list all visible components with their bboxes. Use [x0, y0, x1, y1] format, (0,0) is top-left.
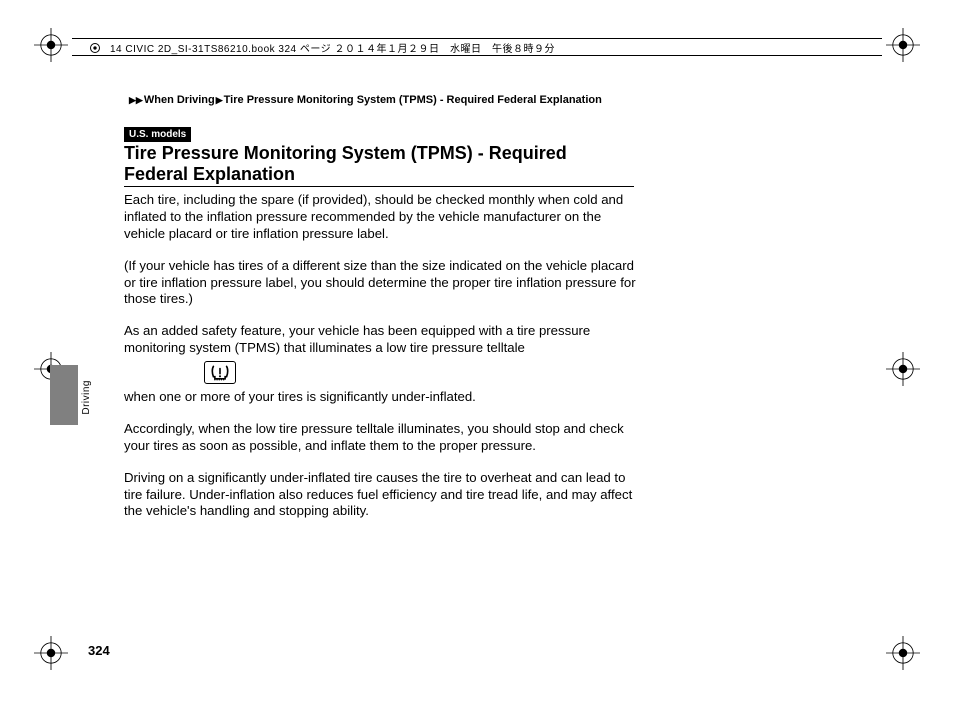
crop-mark-icon [886, 352, 920, 386]
crop-mark-icon [34, 636, 68, 670]
triangle-icon: ▶▶ [129, 95, 143, 105]
crop-mark-icon [34, 28, 68, 62]
paragraph: Each tire, including the spare (if provi… [124, 192, 644, 243]
section-tab-label: Driving [81, 380, 92, 415]
breadcrumb-level1: When Driving [144, 94, 215, 106]
body-text: Each tire, including the spare (if provi… [124, 192, 644, 535]
breadcrumb-level2: Tire Pressure Monitoring System (TPMS) -… [224, 94, 602, 106]
header-stamp-bar: 14 CIVIC 2D_SI-31TS86210.book 324 ページ ２０… [72, 38, 882, 56]
crop-mark-icon [886, 28, 920, 62]
paragraph: Accordingly, when the low tire pressure … [124, 421, 644, 455]
paragraph: As an added safety feature, your vehicle… [124, 323, 644, 357]
header-dot-icon [90, 43, 100, 53]
model-badge: U.S. models [124, 127, 191, 142]
header-stamp-text: 14 CIVIC 2D_SI-31TS86210.book 324 ページ ２０… [110, 40, 555, 55]
paragraph: when one or more of your tires is signif… [124, 389, 644, 406]
triangle-icon: ▶ [216, 95, 223, 105]
breadcrumb: ▶▶When Driving▶Tire Pressure Monitoring … [128, 94, 602, 106]
section-tab [50, 365, 78, 425]
crop-mark-icon [886, 636, 920, 670]
paragraph: Driving on a significantly under-inflate… [124, 470, 644, 521]
paragraph: (If your vehicle has tires of a differen… [124, 258, 644, 309]
tpms-telltale-icon [204, 361, 236, 384]
section-title: Tire Pressure Monitoring System (TPMS) -… [124, 143, 634, 185]
title-rule [124, 186, 634, 187]
page-number: 324 [88, 643, 110, 658]
